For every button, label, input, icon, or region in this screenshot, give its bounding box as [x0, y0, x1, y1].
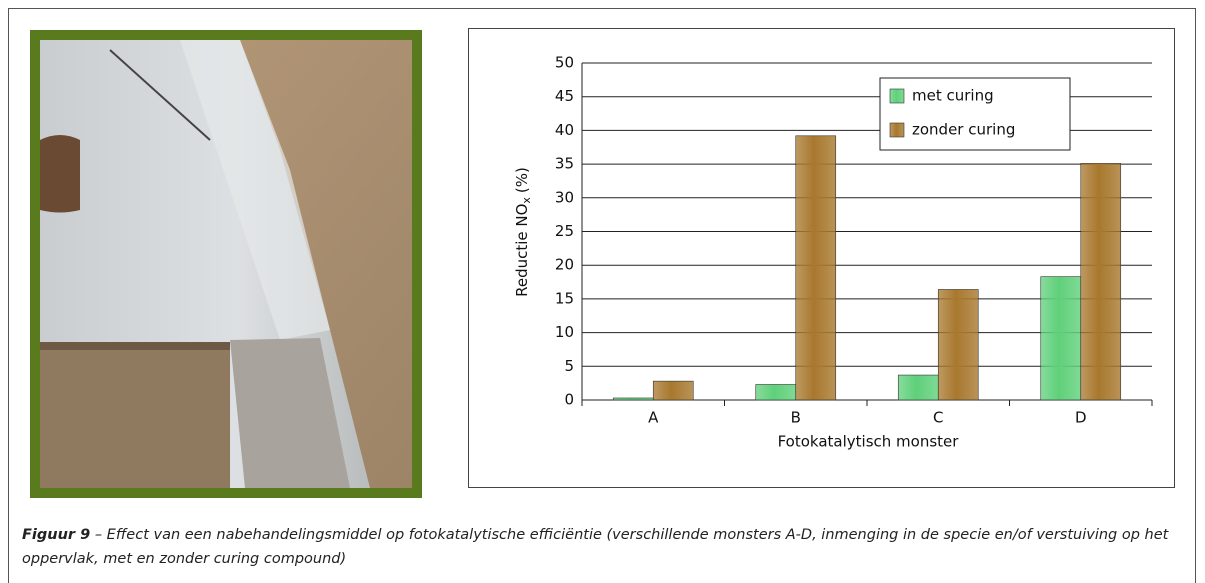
- y-tick-label: 10: [555, 323, 574, 341]
- y-tick-label: 15: [555, 289, 574, 307]
- y-tick-label: 45: [555, 87, 574, 105]
- caption-label: Figuur 9: [22, 527, 90, 543]
- x-tick-label: D: [1075, 409, 1087, 427]
- y-axis-label: Reductie NOx (%): [513, 167, 534, 297]
- bar: [938, 289, 978, 400]
- y-label-main: Reductie NO: [513, 204, 531, 297]
- y-label-sub: x: [520, 197, 533, 204]
- y-tick-label: 30: [555, 188, 574, 206]
- y-tick-label: 50: [555, 54, 574, 72]
- legend-label: met curing: [912, 87, 994, 105]
- y-tick-label: 25: [555, 222, 574, 240]
- y-tick-label: 5: [564, 357, 574, 375]
- y-tick-label: 35: [555, 155, 574, 173]
- chart: Reductie NOx(%) Fotokatalytisch monster …: [468, 28, 1176, 489]
- page: {"chart_data": {"type": "bar", "y_label"…: [0, 0, 1205, 583]
- bar: [1081, 163, 1121, 400]
- legend-swatch: [890, 123, 904, 137]
- caption: Figuur 9 – Effect van een nabehandelings…: [22, 523, 1172, 571]
- legend-label: zonder curing: [912, 121, 1015, 139]
- y-tick-label: 40: [555, 121, 574, 139]
- bar: [613, 398, 653, 400]
- x-tick-label: C: [933, 409, 943, 427]
- x-axis-label: Fotokatalytisch monster: [778, 433, 960, 451]
- legend-swatch: [890, 89, 904, 103]
- y-tick-label: 0: [564, 391, 574, 409]
- photo: [30, 30, 422, 498]
- caption-text: – Effect van een nabehandelingsmiddel op…: [22, 527, 1168, 567]
- x-tick-label: B: [791, 409, 801, 427]
- bar: [756, 384, 796, 400]
- y-label-unit: (%): [513, 167, 531, 193]
- x-tick-label: A: [648, 409, 659, 427]
- bar: [653, 381, 693, 400]
- bar: [898, 375, 938, 400]
- bar: [796, 136, 836, 400]
- y-tick-label: 20: [555, 256, 574, 274]
- bar: [1041, 277, 1081, 400]
